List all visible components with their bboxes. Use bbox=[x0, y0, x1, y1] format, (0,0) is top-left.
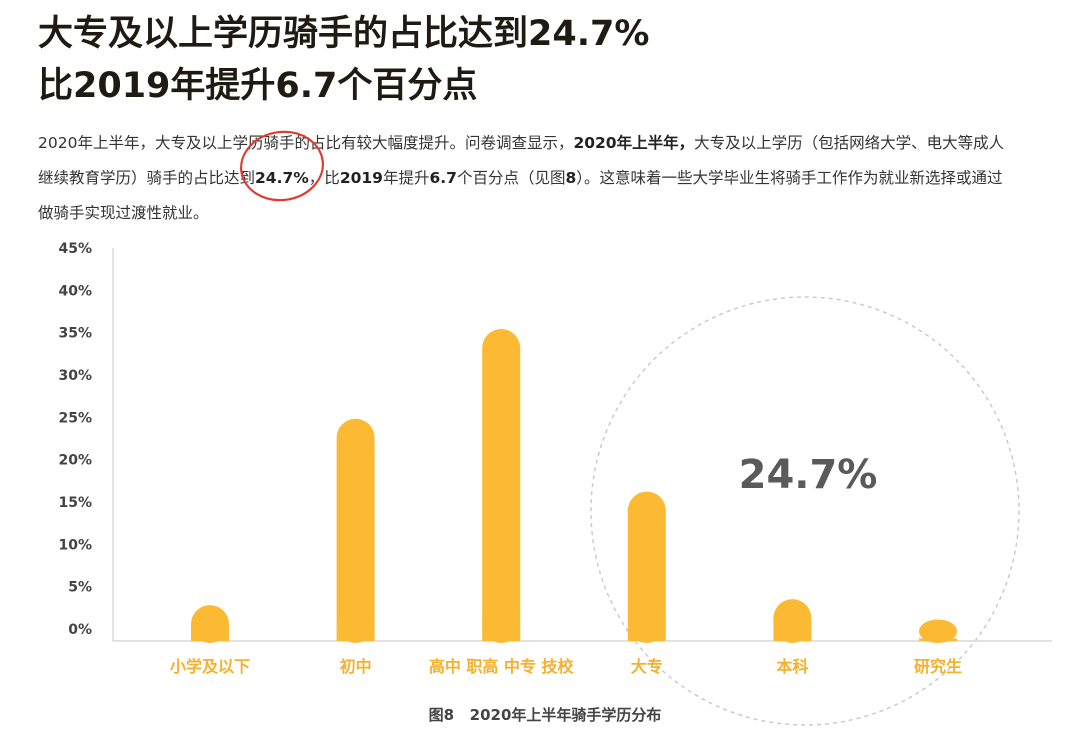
y-tick-label: 5% bbox=[68, 580, 92, 596]
bar-base bbox=[482, 622, 521, 641]
bar-base bbox=[627, 622, 666, 641]
bar bbox=[482, 329, 521, 643]
bars bbox=[191, 329, 957, 643]
bar-base bbox=[919, 638, 957, 641]
paragraph-text: ）。这意味着一些大学毕业生将骑手工作作为就业新选择或通过 bbox=[576, 169, 1003, 187]
paragraph-text: 个百分点（见图 bbox=[456, 169, 566, 187]
paragraph-bold-text: 2019 bbox=[339, 169, 383, 187]
bar bbox=[919, 619, 957, 643]
y-tick-label: 40% bbox=[58, 283, 92, 299]
bar bbox=[336, 418, 375, 643]
chart-caption: 图8 2020年上半年骑手学历分布 bbox=[429, 706, 662, 724]
paragraph-bold-text: 6.7 bbox=[429, 169, 457, 187]
headline-line-2: 比2019年提升6.7个百分点 bbox=[38, 66, 478, 106]
paragraph-bold-text: 8 bbox=[565, 169, 577, 187]
highlighted-percentage: 24.7% bbox=[255, 169, 309, 187]
bar-base bbox=[336, 622, 375, 641]
highlight-value-label: 24.7% bbox=[739, 452, 878, 498]
y-tick-label: 15% bbox=[58, 495, 92, 511]
paragraph-line-3: 做骑手实现过渡性就业。 bbox=[38, 204, 209, 222]
y-tick-label: 45% bbox=[58, 241, 92, 257]
bar-base bbox=[773, 622, 812, 641]
paragraph-bold-text: 2020年上半年， bbox=[573, 134, 695, 152]
category-label: 高中 职高 中专 技校 bbox=[429, 657, 575, 676]
category-label: 研究生 bbox=[914, 657, 962, 676]
y-tick-label: 30% bbox=[58, 368, 92, 384]
bar bbox=[627, 491, 666, 643]
paragraph-line-1: 2020年上半年，大专及以上学历骑手的占比有较大幅度提升。问卷调查显示，2020… bbox=[38, 126, 1048, 161]
category-label: 本科 bbox=[776, 657, 808, 676]
bar-base bbox=[191, 624, 229, 641]
paragraph-text: 继续教育学历）骑手的占比达到 bbox=[38, 169, 256, 187]
headline: 大专及以上学历骑手的占比达到24.7% 比2019年提升6.7个百分点 bbox=[38, 8, 1048, 112]
paragraph-text: 2020年上半年，大专及以上学历骑手的占比有较大幅度提升。问卷调查显示， bbox=[38, 134, 574, 152]
body-paragraph: 2020年上半年，大专及以上学历骑手的占比有较大幅度提升。问卷调查显示，2020… bbox=[38, 126, 1048, 231]
category-label: 小学及以下 bbox=[170, 657, 250, 676]
paragraph-text: 大专及以上学历（包括网络大学、电大等成人 bbox=[694, 134, 1005, 152]
paragraph-text: ，比 bbox=[308, 169, 340, 187]
bar-chart: 0% 5% 10% 15% 20% 25% 30% 35% 40% 45% 小学及以下 初中 高中 职… bbox=[58, 241, 1052, 726]
category-label: 初中 bbox=[340, 657, 372, 676]
paragraph-line-2: 继续教育学历）骑手的占比达到24.7%，比2019年提升6.7个百分点（见图8）… bbox=[38, 161, 1048, 196]
headline-line-1: 大专及以上学历骑手的占比达到24.7% bbox=[38, 14, 650, 54]
category-labels: 小学及以下 初中 高中 职高 中专 技校 大专 本科 研究生 bbox=[170, 657, 962, 676]
y-tick-label: 20% bbox=[58, 453, 92, 469]
y-tick-label: 25% bbox=[58, 410, 92, 426]
y-tick-label: 0% bbox=[68, 622, 92, 638]
y-tick-labels: 0% 5% 10% 15% 20% 25% 30% 35% 40% 45% bbox=[58, 241, 92, 638]
dashed-highlight-circle bbox=[590, 296, 1020, 726]
paragraph-text: 年提升 bbox=[382, 169, 430, 187]
y-tick-label: 10% bbox=[58, 537, 92, 553]
category-label: 大专 bbox=[631, 657, 663, 676]
y-tick-label: 35% bbox=[58, 326, 92, 342]
